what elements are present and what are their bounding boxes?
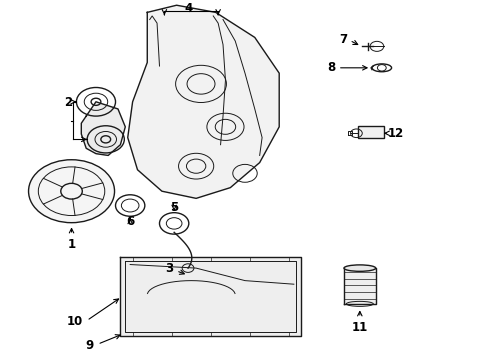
Text: 4: 4 [185,2,193,15]
Circle shape [28,160,115,223]
Text: 8: 8 [327,61,335,74]
Text: 5: 5 [170,201,178,214]
Text: 10: 10 [67,315,83,328]
Text: 3: 3 [165,262,184,275]
FancyBboxPatch shape [358,126,384,138]
Polygon shape [121,257,301,336]
Text: 12: 12 [388,127,404,140]
Text: 2: 2 [64,96,72,109]
Text: 9: 9 [85,339,94,352]
Text: 6: 6 [126,215,134,228]
Text: 7: 7 [340,33,347,46]
Polygon shape [81,102,125,156]
Text: 1: 1 [68,229,75,251]
Text: 11: 11 [352,311,368,334]
Polygon shape [344,268,376,304]
Ellipse shape [344,265,376,271]
Polygon shape [128,5,279,198]
